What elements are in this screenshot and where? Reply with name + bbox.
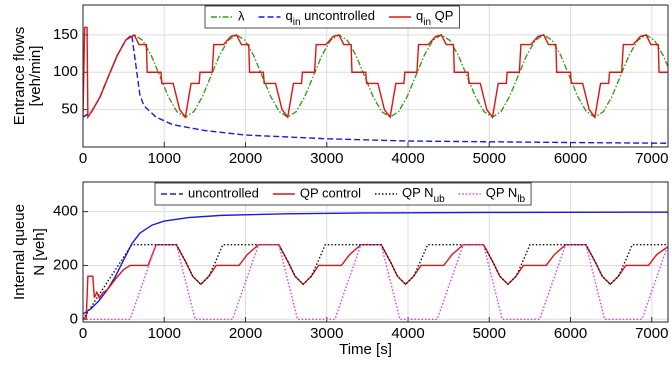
x-tick-label: 6000 <box>554 325 587 342</box>
legend: λ qin uncontrolled qin QP <box>204 5 460 29</box>
legend-label: QP Nub <box>402 185 445 205</box>
series-line <box>83 26 668 120</box>
subplot: 0 1000 2000 3000 4000 5000 6000 7000 50 100 150 Ent… <box>11 4 669 167</box>
y-axis-label: N [veh] <box>31 228 48 276</box>
y-tick-label: 150 <box>53 26 78 43</box>
x-tick-label: 7000 <box>635 325 668 342</box>
series-line <box>83 211 668 315</box>
legend-label: QP control <box>300 185 361 200</box>
legend-box <box>154 182 532 206</box>
x-tick-label: 2000 <box>229 325 262 342</box>
y-tick-label: 50 <box>61 101 78 118</box>
x-tick-label: 4000 <box>391 150 424 167</box>
x-tick-label: 3000 <box>310 325 343 342</box>
legend-label: QP Nlb <box>486 185 526 205</box>
x-axis-label: Time [s] <box>339 341 392 358</box>
legend-label: qin uncontrolled <box>286 8 375 28</box>
y-axis-label: Entrance flows <box>11 27 28 125</box>
series-line <box>83 244 668 319</box>
x-tick-label: 5000 <box>473 150 506 167</box>
y-axis-label: [veh/min] <box>27 46 44 107</box>
y-tick-label: 0 <box>70 310 78 327</box>
x-tick-label: 1000 <box>148 325 181 342</box>
legend-box <box>204 5 460 29</box>
legend-label: uncontrolled <box>188 185 259 200</box>
x-tick-label: 3000 <box>310 150 343 167</box>
x-tick-label: 0 <box>79 325 87 342</box>
axes-frame <box>82 4 669 148</box>
legend-label: λ <box>238 8 245 23</box>
x-tick-label: 1000 <box>148 150 181 167</box>
axes-frame <box>82 181 669 323</box>
x-tick-label: 4000 <box>391 325 424 342</box>
x-tick-label: 7000 <box>635 150 668 167</box>
legend-label: qin QP <box>416 8 453 28</box>
x-tick-label: 2000 <box>229 150 262 167</box>
y-tick-label: 400 <box>53 203 78 220</box>
x-tick-label: 5000 <box>473 325 506 342</box>
y-axis-label: Internal queue <box>11 204 28 300</box>
series-line <box>83 244 668 321</box>
legend: uncontrolled QP control QP Nub QP Nlb <box>154 182 532 206</box>
subplot: 0 1000 2000 3000 4000 5000 6000 7000 0 200 400 Inte… <box>11 181 669 358</box>
series-line <box>83 244 668 320</box>
x-tick-label: 6000 <box>554 150 587 167</box>
y-tick-label: 200 <box>53 256 78 273</box>
y-tick-label: 100 <box>53 63 78 80</box>
series-line <box>83 34 668 118</box>
x-tick-label: 0 <box>79 150 87 167</box>
